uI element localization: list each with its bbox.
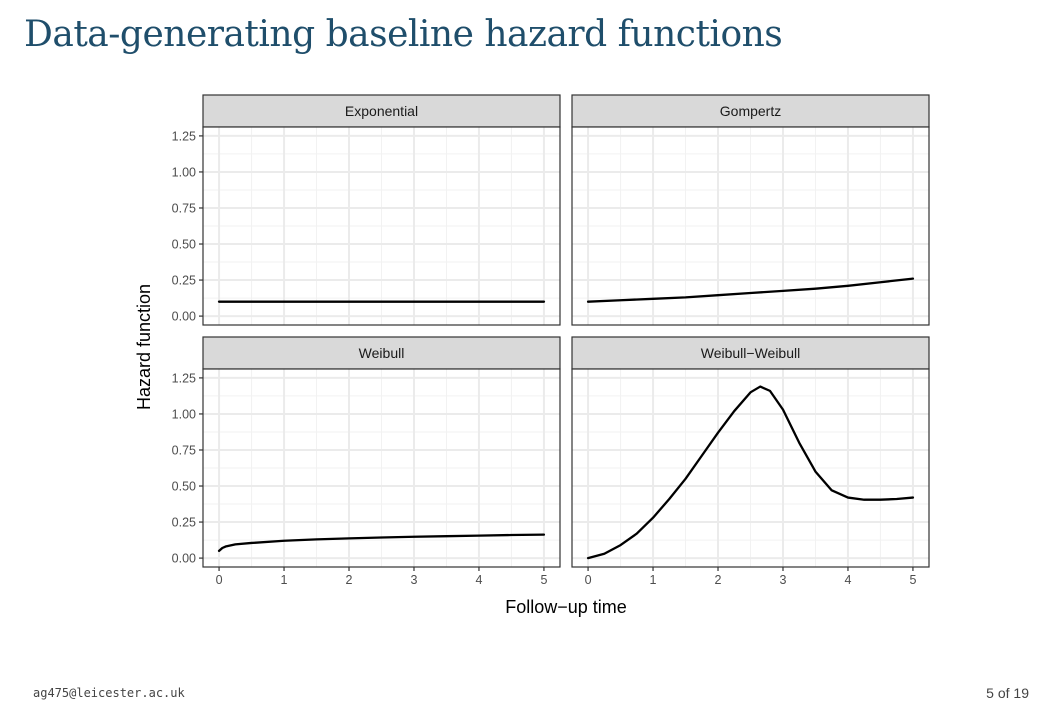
panel-3-x-tick-label: 0 xyxy=(216,573,223,587)
panel-1-strip-label: Exponential xyxy=(345,103,418,119)
slide-title: Data-generating baseline hazard function… xyxy=(24,14,783,55)
panel-3-x-tick-label: 4 xyxy=(475,573,482,587)
panel-4-x-tick-label: 3 xyxy=(780,573,787,587)
y-axis-title: Hazard function xyxy=(134,284,154,410)
panel-1-border xyxy=(202,126,561,326)
panel-4-strip-label: Weibull−Weibull xyxy=(701,345,800,361)
panel-2-border xyxy=(571,126,930,326)
panel-4-x-tick-label: 5 xyxy=(909,573,916,587)
panel-4-border xyxy=(571,368,930,568)
panel-3-strip xyxy=(202,336,561,370)
panel-1-y-tick-label: 0.50 xyxy=(172,238,196,252)
panel-4-series-line xyxy=(586,385,915,560)
panel-4-x-tick-label: 2 xyxy=(715,573,722,587)
panel-4-x-tick-label: 1 xyxy=(650,573,657,587)
panel-3-x-tick-label: 3 xyxy=(411,573,418,587)
panel-3-strip-label: Weibull xyxy=(359,345,405,361)
panel-3-y-tick-label: 0.00 xyxy=(172,552,196,566)
panel-3-y-tick-label: 1.00 xyxy=(172,407,196,421)
panel-3-series-line xyxy=(217,533,546,553)
footer-email: ag475@leicester.ac.uk xyxy=(33,686,185,700)
panel-1-y-tick-label: 1.00 xyxy=(172,165,196,179)
panel-3-x-tick-label: 2 xyxy=(346,573,353,587)
panel-3-x-tick-label: 5 xyxy=(540,573,547,587)
panel-4-strip xyxy=(571,336,930,370)
panel-1-y-tick-label: 0.75 xyxy=(172,201,196,215)
panel-4-x-tick-label: 4 xyxy=(844,573,851,587)
x-axis-title: Follow−up time xyxy=(505,597,627,617)
panel-1-y-tick-label: 1.25 xyxy=(172,129,196,143)
panel-2-strip-label: Gompertz xyxy=(720,103,781,119)
panel-3-y-tick-label: 0.75 xyxy=(172,443,196,457)
panel-1-y-tick-label: 0.00 xyxy=(172,310,196,324)
panel-3-border xyxy=(202,368,561,568)
panel-1-y-tick-label: 0.25 xyxy=(172,274,196,288)
panel-3-y-tick-label: 0.25 xyxy=(172,516,196,530)
panel-2-series-line xyxy=(586,277,915,303)
panel-1-strip xyxy=(202,94,561,128)
panel-4-x-tick-label: 0 xyxy=(585,573,592,587)
panel-3-y-tick-label: 0.50 xyxy=(172,480,196,494)
panel-3-y-tick-label: 1.25 xyxy=(172,371,196,385)
panel-3-x-tick-label: 1 xyxy=(281,573,288,587)
page-indicator: 5 of 19 xyxy=(986,685,1029,701)
